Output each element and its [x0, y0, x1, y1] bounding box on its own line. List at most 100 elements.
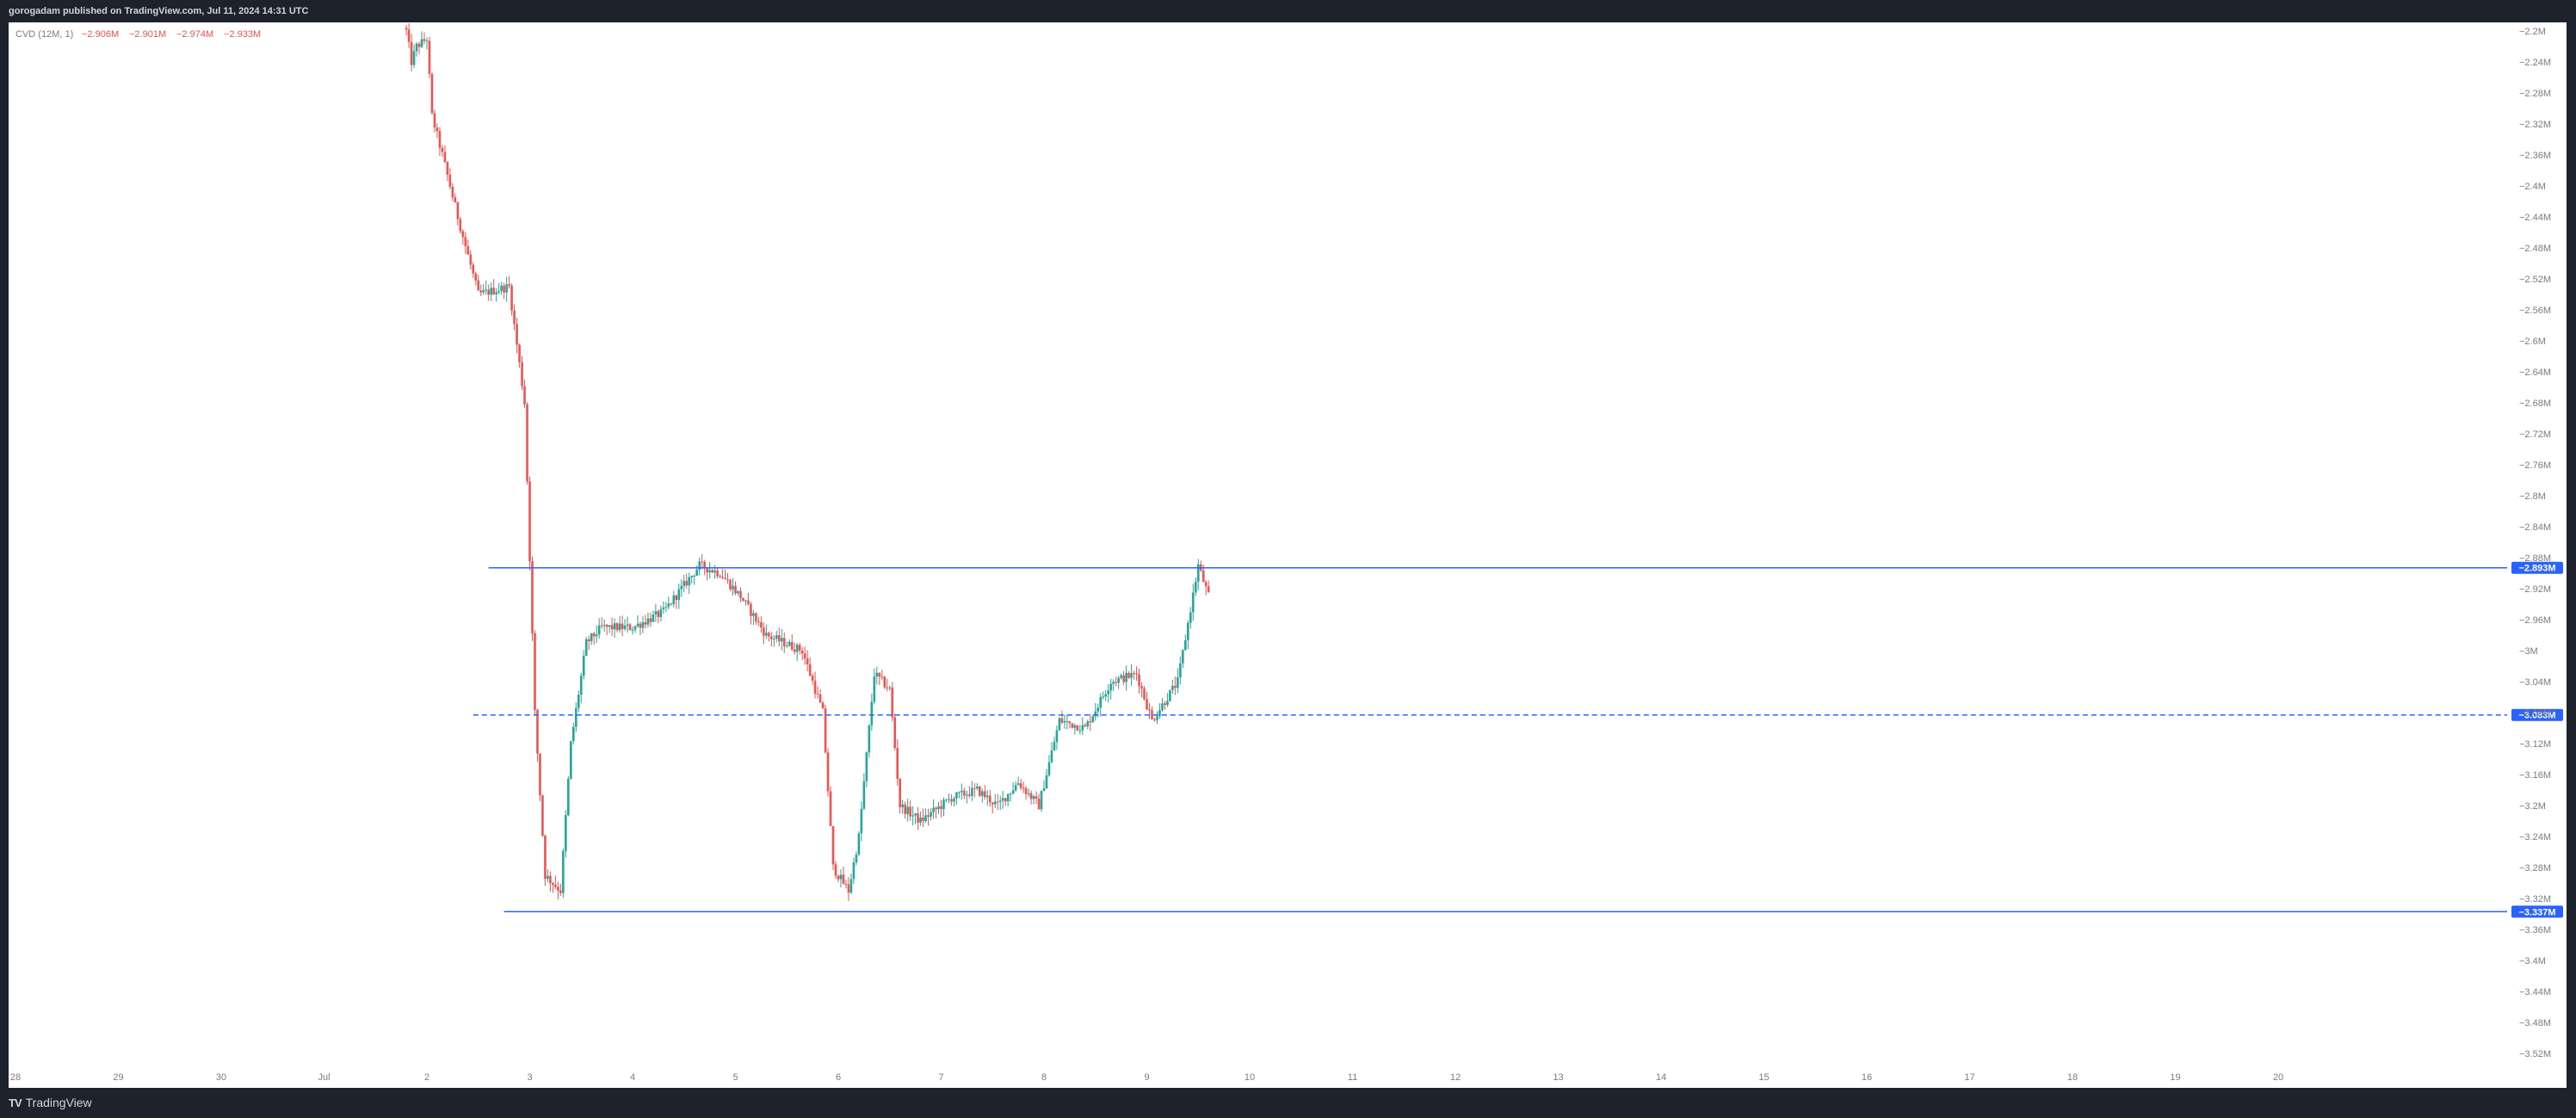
indicator-value-open: −2.906M [82, 29, 119, 40]
candle-body [824, 708, 827, 753]
candle-body [806, 658, 809, 664]
candle-body [711, 570, 713, 573]
candle-body [675, 595, 678, 601]
candle-body [891, 687, 894, 718]
candle-body [1174, 685, 1177, 689]
candle-body [793, 649, 796, 652]
candle-body [539, 753, 541, 796]
candle-body [844, 883, 848, 885]
y-tick-label: −2.36M [2519, 151, 2551, 161]
candle-body [1014, 785, 1017, 791]
chart-canvas[interactable]: −2.893M−3.083M−3.337M −2.2M−2.24M−2.28M−… [9, 22, 2567, 1088]
candle-body [1096, 707, 1100, 712]
candle-body [487, 289, 490, 295]
time-axis[interactable]: 2627282930Jul234567891011121314151617181… [9, 1072, 2283, 1083]
chart-panel[interactable]: −2.893M −3.083M −3.337M −2.2M −2.24M −2.28M −… [9, 22, 2567, 1088]
candle-body [472, 264, 475, 274]
candle-body [1084, 725, 1087, 727]
candle-body [775, 635, 778, 639]
candle-body [1112, 682, 1115, 684]
y-tick-label: −3.32M [2519, 894, 2551, 905]
candle-body [446, 162, 449, 176]
candle-body [513, 310, 516, 324]
candle-body [420, 39, 423, 47]
candle-body [1066, 721, 1069, 723]
candle-body [500, 285, 503, 292]
y-tick-label: −2.24M [2519, 58, 2551, 68]
price-axis[interactable]: −2.2M −2.24M −2.28M −2.32M −2.36M −2.4M −2.44M… [2519, 27, 2551, 1059]
candle-body [608, 625, 611, 627]
candle-body [574, 707, 578, 727]
candle-body [1169, 689, 1171, 701]
candle-body [570, 741, 572, 779]
y-tick-label: −2.64M [2519, 368, 2551, 378]
y-tick-label: −3.52M [2519, 1049, 2551, 1059]
candle-body [834, 864, 837, 876]
candle-body [508, 284, 510, 287]
candle-body [1138, 674, 1140, 687]
candle-body [690, 575, 694, 578]
candle-body [602, 624, 606, 627]
y-tick-label: −2.84M [2519, 522, 2551, 533]
publication-text: gorogadam published on TradingView.com, … [9, 6, 309, 16]
y-tick-label: −2.48M [2519, 244, 2551, 254]
candle-body [857, 833, 861, 855]
candle-body [557, 886, 559, 891]
candle-body [1135, 673, 1138, 675]
candle-body [639, 623, 642, 628]
y-tick-label: −3.2M [2519, 801, 2546, 812]
x-tick-label: 5 [732, 1072, 738, 1083]
candle-body [732, 585, 734, 590]
candle-body [868, 725, 871, 753]
candle-body [703, 561, 706, 569]
candle-body [948, 799, 950, 800]
candle-body [1130, 672, 1133, 678]
candle-body [922, 817, 924, 822]
candle-body [803, 653, 806, 659]
candle-body [993, 801, 997, 805]
y-tick-label: −2.56M [2519, 306, 2551, 316]
candle-body [1042, 788, 1046, 792]
y-tick-label: −2.76M [2519, 460, 2551, 471]
candle-body [1037, 798, 1041, 810]
candle-body [1161, 703, 1164, 711]
tradingview-logo[interactable]: TV TradingView [9, 1096, 92, 1110]
candle-body [953, 798, 955, 802]
x-tick-label: 12 [1450, 1072, 1461, 1083]
candle-body [461, 231, 465, 238]
y-tick-label: −2.44M [2519, 213, 2551, 223]
candle-body [547, 875, 549, 880]
level-label-box [2511, 708, 2563, 721]
candle-body [886, 687, 889, 689]
candle-body [808, 664, 812, 676]
candle-body [592, 633, 596, 637]
y-tick-label: −2.72M [2519, 429, 2551, 440]
candle-body [626, 624, 629, 626]
candle-body [963, 790, 966, 796]
x-tick-label: 4 [630, 1072, 635, 1083]
candle-body [469, 254, 473, 265]
y-tick-label: −3.48M [2519, 1018, 2551, 1028]
candle-body [826, 752, 830, 792]
candle-body [1122, 675, 1125, 683]
level-label-box [2511, 905, 2563, 918]
candle-body [976, 786, 979, 788]
x-tick-label: 30 [216, 1072, 226, 1083]
candle-body [1050, 750, 1053, 763]
candle-body [526, 404, 528, 482]
candle-body [672, 595, 676, 605]
candle-body [940, 806, 942, 809]
candle-body [1151, 710, 1153, 720]
candle-body [911, 815, 914, 817]
candle-body [590, 633, 593, 642]
candle-body [641, 622, 645, 628]
x-tick-label: 8 [1041, 1072, 1047, 1083]
candle-body [610, 625, 614, 630]
candle-body [554, 885, 557, 887]
candle-body [536, 709, 539, 754]
candle-body [636, 623, 639, 627]
candle-body [485, 289, 488, 291]
candle-body [734, 585, 737, 594]
candle-body [1196, 564, 1200, 582]
candle-body [1027, 793, 1030, 794]
